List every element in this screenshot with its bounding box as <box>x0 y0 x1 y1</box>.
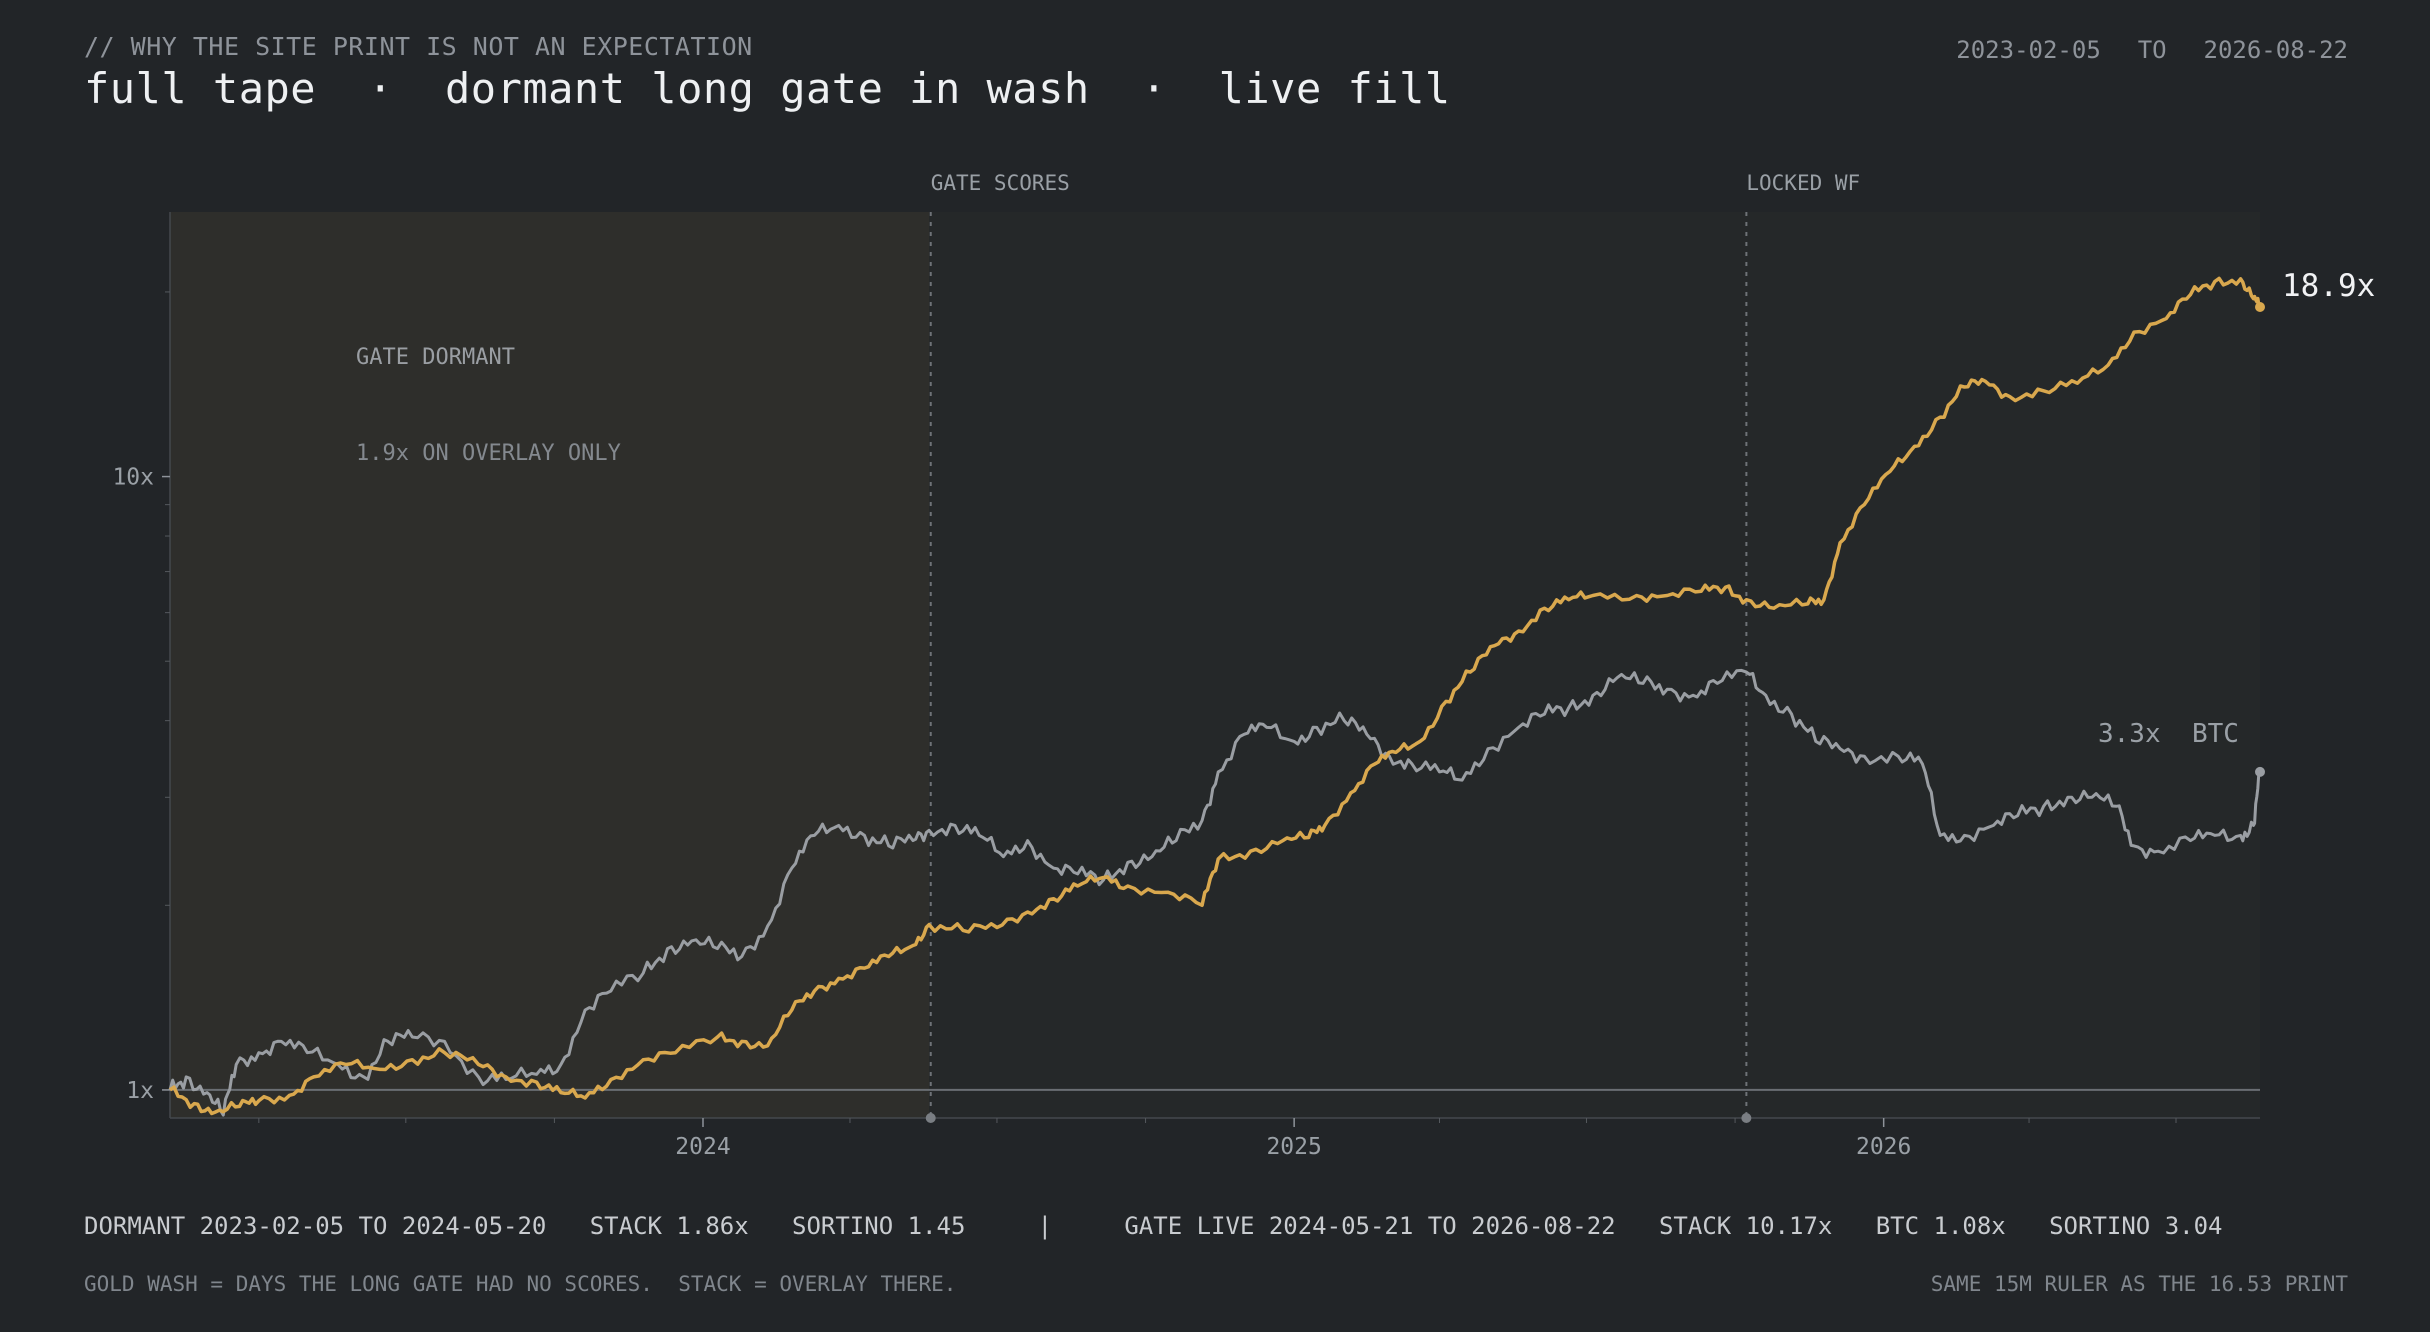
y-tick-label: 10x <box>112 465 154 491</box>
series-end-dot-overlay <box>2255 302 2265 313</box>
page-title: full tape · dormant long gate in wash · … <box>84 64 1451 113</box>
footer-note-left: GOLD WASH = DAYS THE LONG GATE HAD NO SC… <box>84 1272 957 1296</box>
series-line-overlay <box>168 276 2261 1116</box>
date-range: 2023-02-05 TO 2026-08-22 <box>1956 36 2348 64</box>
date-range-end: 2026-08-22 <box>2203 36 2349 64</box>
series-end-label-overlay: 18.9x <box>2282 268 2375 304</box>
dormant-region-label: GATE DORMANT <box>356 345 515 370</box>
dormant-wash-region <box>170 212 930 1118</box>
event-label: GATE SCORES <box>931 171 1070 195</box>
series-line-btc <box>168 668 2261 1117</box>
date-range-start: 2023-02-05 <box>1956 36 2101 64</box>
dormant-region-sublabel: 1.9x ON OVERLAY ONLY <box>356 441 621 466</box>
series-end-dot-btc <box>2255 766 2265 777</box>
x-tick-label: 2026 <box>1856 1134 1911 1160</box>
x-tick-label: 2025 <box>1266 1134 1321 1160</box>
date-range-sep: TO <box>2137 36 2167 64</box>
x-tick-label: 2024 <box>675 1134 730 1160</box>
series-end-label-btc: 3.3x <box>2098 719 2161 749</box>
footer-note-right: SAME 15M RULER AS THE 16.53 PRINT <box>1930 1272 2348 1296</box>
event-label: LOCKED WF <box>1746 171 1860 195</box>
event-marker <box>1741 1113 1752 1123</box>
eyebrow-caption: // WHY THE SITE PRINT IS NOT AN EXPECTAT… <box>84 32 753 61</box>
event-marker <box>925 1113 936 1123</box>
y-tick-label: 1x <box>126 1078 154 1104</box>
series-name-label-btc: BTC <box>2192 719 2239 749</box>
footer-stats: DORMANT 2023-02-05 TO 2024-05-20 STACK 1… <box>84 1212 2223 1240</box>
live-region <box>929 212 2260 1118</box>
